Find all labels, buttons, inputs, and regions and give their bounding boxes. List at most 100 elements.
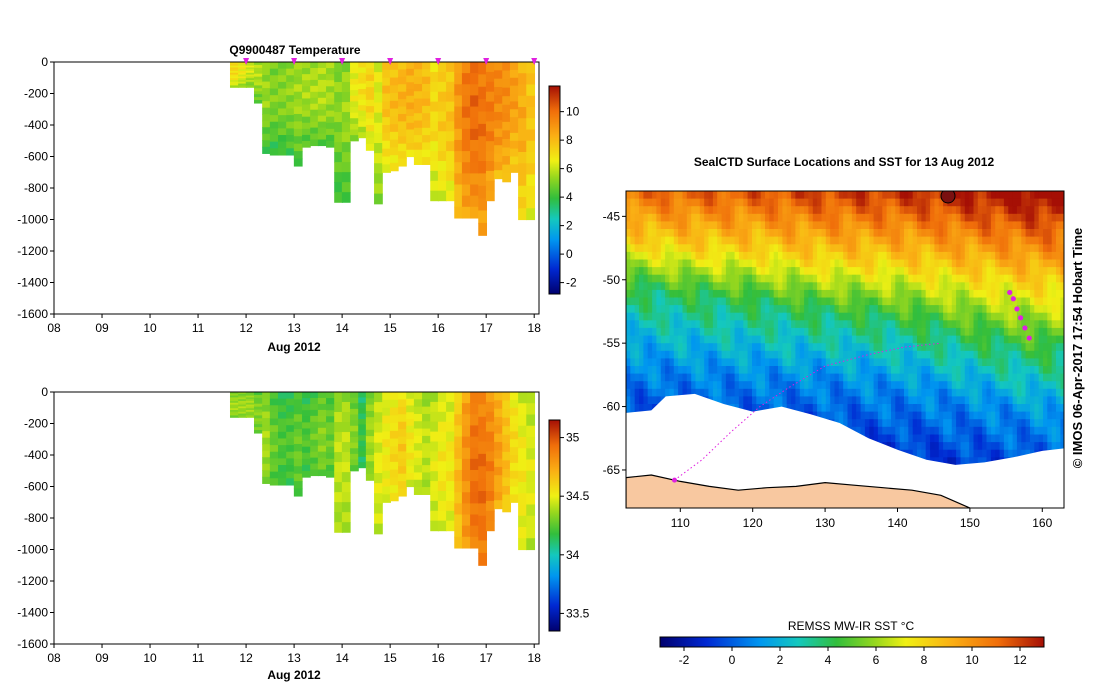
sst-cell [825, 297, 831, 306]
sst-cell [912, 350, 918, 359]
sst-cell [695, 305, 701, 314]
sst-cell [951, 366, 957, 375]
profile-cell [485, 441, 495, 452]
sst-cell [669, 267, 675, 276]
profile-cell [310, 415, 319, 423]
sst-cell [930, 274, 935, 283]
sst-cell [982, 251, 987, 260]
sst-cell [682, 274, 688, 283]
profile-cell [398, 136, 407, 145]
profile-cell [461, 492, 471, 504]
profile-cell [494, 433, 503, 443]
sst-cell [925, 411, 931, 420]
sst-cell [738, 213, 744, 222]
sst-cell [982, 206, 987, 215]
sst-cell [886, 274, 892, 283]
sst-cell [804, 251, 809, 260]
sst-cell [891, 259, 896, 268]
profile-cell [430, 81, 439, 93]
sst-cell [973, 381, 979, 390]
profile-cell [341, 422, 351, 433]
sst-cell [778, 297, 783, 306]
profile-cell [262, 398, 271, 406]
sst-cell [773, 381, 779, 390]
profile-cell [317, 121, 327, 129]
profile-cell [494, 111, 503, 121]
sst-cell [977, 289, 983, 298]
sst-cell [639, 206, 644, 215]
sst-cell [851, 388, 857, 397]
profile-cell [374, 503, 383, 515]
sst-cell [765, 335, 770, 344]
sst-cell [860, 236, 866, 245]
sst-cell [652, 198, 657, 207]
sst-cell [643, 381, 649, 390]
profile-cell [382, 117, 391, 126]
sst-cell [951, 373, 957, 382]
sst-cell [891, 251, 896, 260]
sst-cell [747, 236, 753, 245]
sst-cell [930, 236, 935, 245]
profile-cell [326, 416, 335, 423]
sst-cell [930, 388, 935, 397]
sst-cell [652, 251, 657, 260]
profile-cell [238, 72, 247, 76]
sst-cell [769, 297, 775, 306]
sst-cell [951, 358, 957, 367]
sst-cell [760, 320, 766, 329]
profile-cell [374, 412, 383, 423]
profile-cell [341, 62, 351, 73]
sst-cell [925, 373, 931, 382]
sst-cell [799, 229, 805, 238]
sst-cell [951, 312, 957, 321]
sst-cell [1012, 373, 1018, 382]
sst-cell [752, 274, 757, 283]
sst-cell [682, 259, 688, 268]
sst-cell [917, 366, 922, 375]
profile-cell [461, 514, 471, 527]
profile-cell [437, 151, 447, 162]
sst-cell [743, 236, 749, 245]
profile-cell [317, 103, 327, 111]
profile-cell [478, 99, 488, 113]
sst-cell [1003, 381, 1009, 390]
profile-cell [358, 462, 367, 469]
sst-cell [895, 419, 901, 428]
profile-cell [454, 95, 464, 108]
sst-cell [921, 221, 927, 230]
sst-cell [817, 259, 822, 268]
profile-cell [502, 443, 512, 453]
sst-cell [925, 267, 931, 276]
profile-cell [341, 72, 351, 83]
sst-cell [660, 206, 666, 215]
profile-cell [389, 438, 399, 447]
sst-cell [843, 191, 848, 200]
sst-cell [891, 350, 896, 359]
profile-cell [422, 435, 431, 444]
profile-cell [229, 399, 239, 402]
sst-cell [895, 251, 901, 260]
sst-cell [778, 251, 783, 260]
sst-cell [734, 343, 740, 352]
sst-cell [908, 343, 914, 352]
sst-cell [756, 343, 762, 352]
sst-cell [999, 373, 1005, 382]
sst-cell [938, 373, 944, 382]
sst-cell [712, 267, 718, 276]
profile-cell [470, 503, 479, 516]
profile-cell [454, 536, 464, 549]
sst-cell [782, 236, 788, 245]
sst-cell [938, 320, 944, 329]
sst-cell [873, 244, 879, 253]
sst-cell [1008, 229, 1014, 238]
sst-cell [695, 198, 701, 207]
profile-cell [238, 81, 247, 85]
sst-cell [673, 373, 679, 382]
sst-cell [956, 259, 961, 268]
profile-cell [278, 411, 287, 420]
sst-cell [786, 366, 792, 375]
profile-cell [446, 151, 455, 162]
sst-cell [973, 229, 979, 238]
sst-cell [951, 457, 957, 466]
